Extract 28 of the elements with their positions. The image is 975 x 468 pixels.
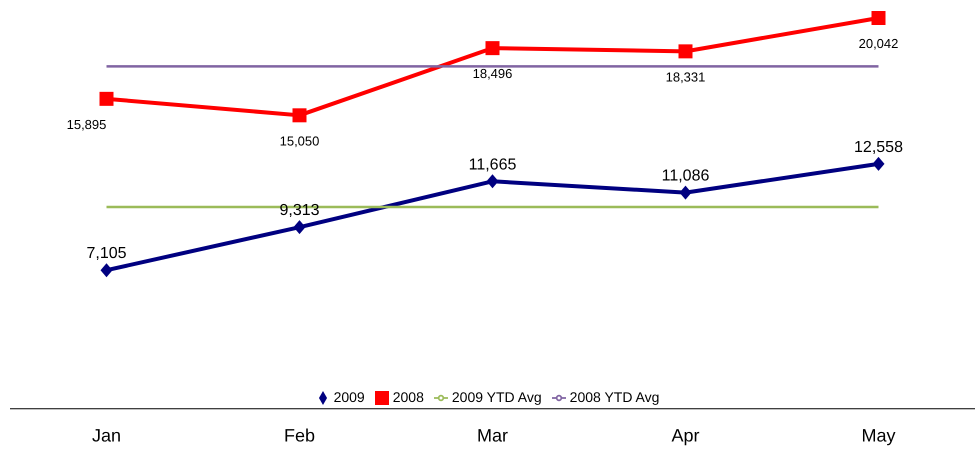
data-label: 11,665	[468, 156, 516, 174]
x-tick-label: Apr	[671, 425, 700, 446]
x-tick-label: May	[861, 425, 896, 446]
point	[678, 44, 692, 58]
point	[486, 174, 498, 188]
x-tick-label: Mar	[477, 425, 508, 446]
data-label: 18,496	[472, 66, 512, 82]
point	[292, 108, 306, 122]
data-label: 7,105	[86, 245, 127, 262]
point	[872, 11, 886, 25]
point	[294, 220, 306, 234]
point	[100, 92, 114, 106]
x-tick-label: Jan	[92, 425, 122, 446]
data-label: 18,331	[666, 69, 706, 84]
point	[680, 186, 692, 200]
legend-label: 2008	[392, 388, 424, 405]
x-tick-label: Feb	[284, 425, 316, 446]
data-label: 11,086	[662, 168, 710, 185]
point	[486, 41, 500, 56]
data-label: 12,558	[854, 138, 904, 156]
data-label: 15,895	[66, 116, 106, 132]
point	[100, 263, 112, 278]
legend-label: 2008 YTD Avg	[570, 388, 660, 405]
data-label: 15,050	[280, 133, 320, 148]
data-label: 20,042	[858, 36, 898, 51]
point	[872, 156, 884, 171]
legend-label: 2009	[334, 388, 365, 405]
legend-label: 2009 YTD Avg	[452, 388, 542, 405]
